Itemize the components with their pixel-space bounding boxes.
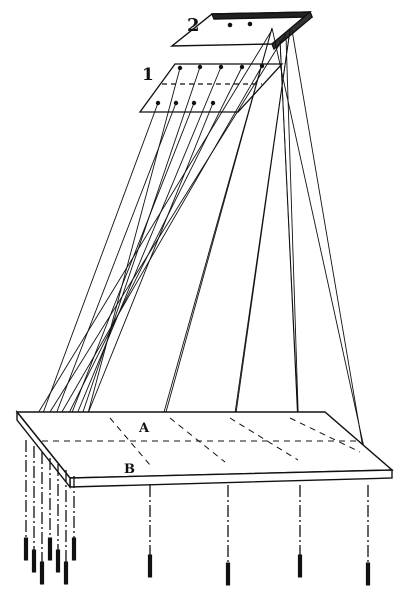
harness-cord [74,67,181,463]
lingo-weight [55,549,61,573]
harness-cord [35,102,159,433]
harness-cord [39,33,287,429]
harness-cords-crossing [29,29,287,469]
harness-cord [69,102,214,459]
board-guide-diag [229,417,299,461]
harness-cord [271,27,366,453]
lower-board-side [16,410,71,490]
harness-cord [61,66,222,451]
harness-cord [57,102,195,449]
lingo-weight [31,549,37,573]
label-point-b: B [124,462,135,477]
harness-cord [149,27,273,471]
lower-board [15,410,394,490]
lingo-weight [63,561,69,585]
harness-cord [67,66,201,457]
harness-cord [227,29,291,471]
harness-cord [279,39,301,469]
board-guide-diag [289,417,361,453]
lingo-weight [225,562,231,586]
lingo-weight [365,562,371,586]
harness-cord [53,66,243,444]
lingo-weight [297,554,303,578]
label-point-a: A [138,421,150,436]
comber-board-1-face [138,63,284,113]
board-guide-diag [169,417,226,463]
hanging-weights [23,440,371,586]
lower-board-top [15,411,394,479]
harness-cord [47,65,263,437]
lingo-weight [147,554,153,578]
upper-board-2-edge [210,11,314,20]
comber-board-1 [138,63,284,113]
board-2-hole [247,21,253,27]
harness-cord [31,29,273,424]
harness-cord [285,35,301,471]
lingo-weight [39,561,45,585]
harness-cord [291,29,366,461]
lingo-weight [47,537,53,561]
board-2-hole [227,22,233,28]
label-board-1: 1 [142,65,154,85]
harness-cords-upper [147,27,368,473]
label-board-2: 2 [187,15,200,36]
harness-cord [45,102,177,441]
lingo-weight [23,537,29,561]
lingo-weight [71,537,77,561]
